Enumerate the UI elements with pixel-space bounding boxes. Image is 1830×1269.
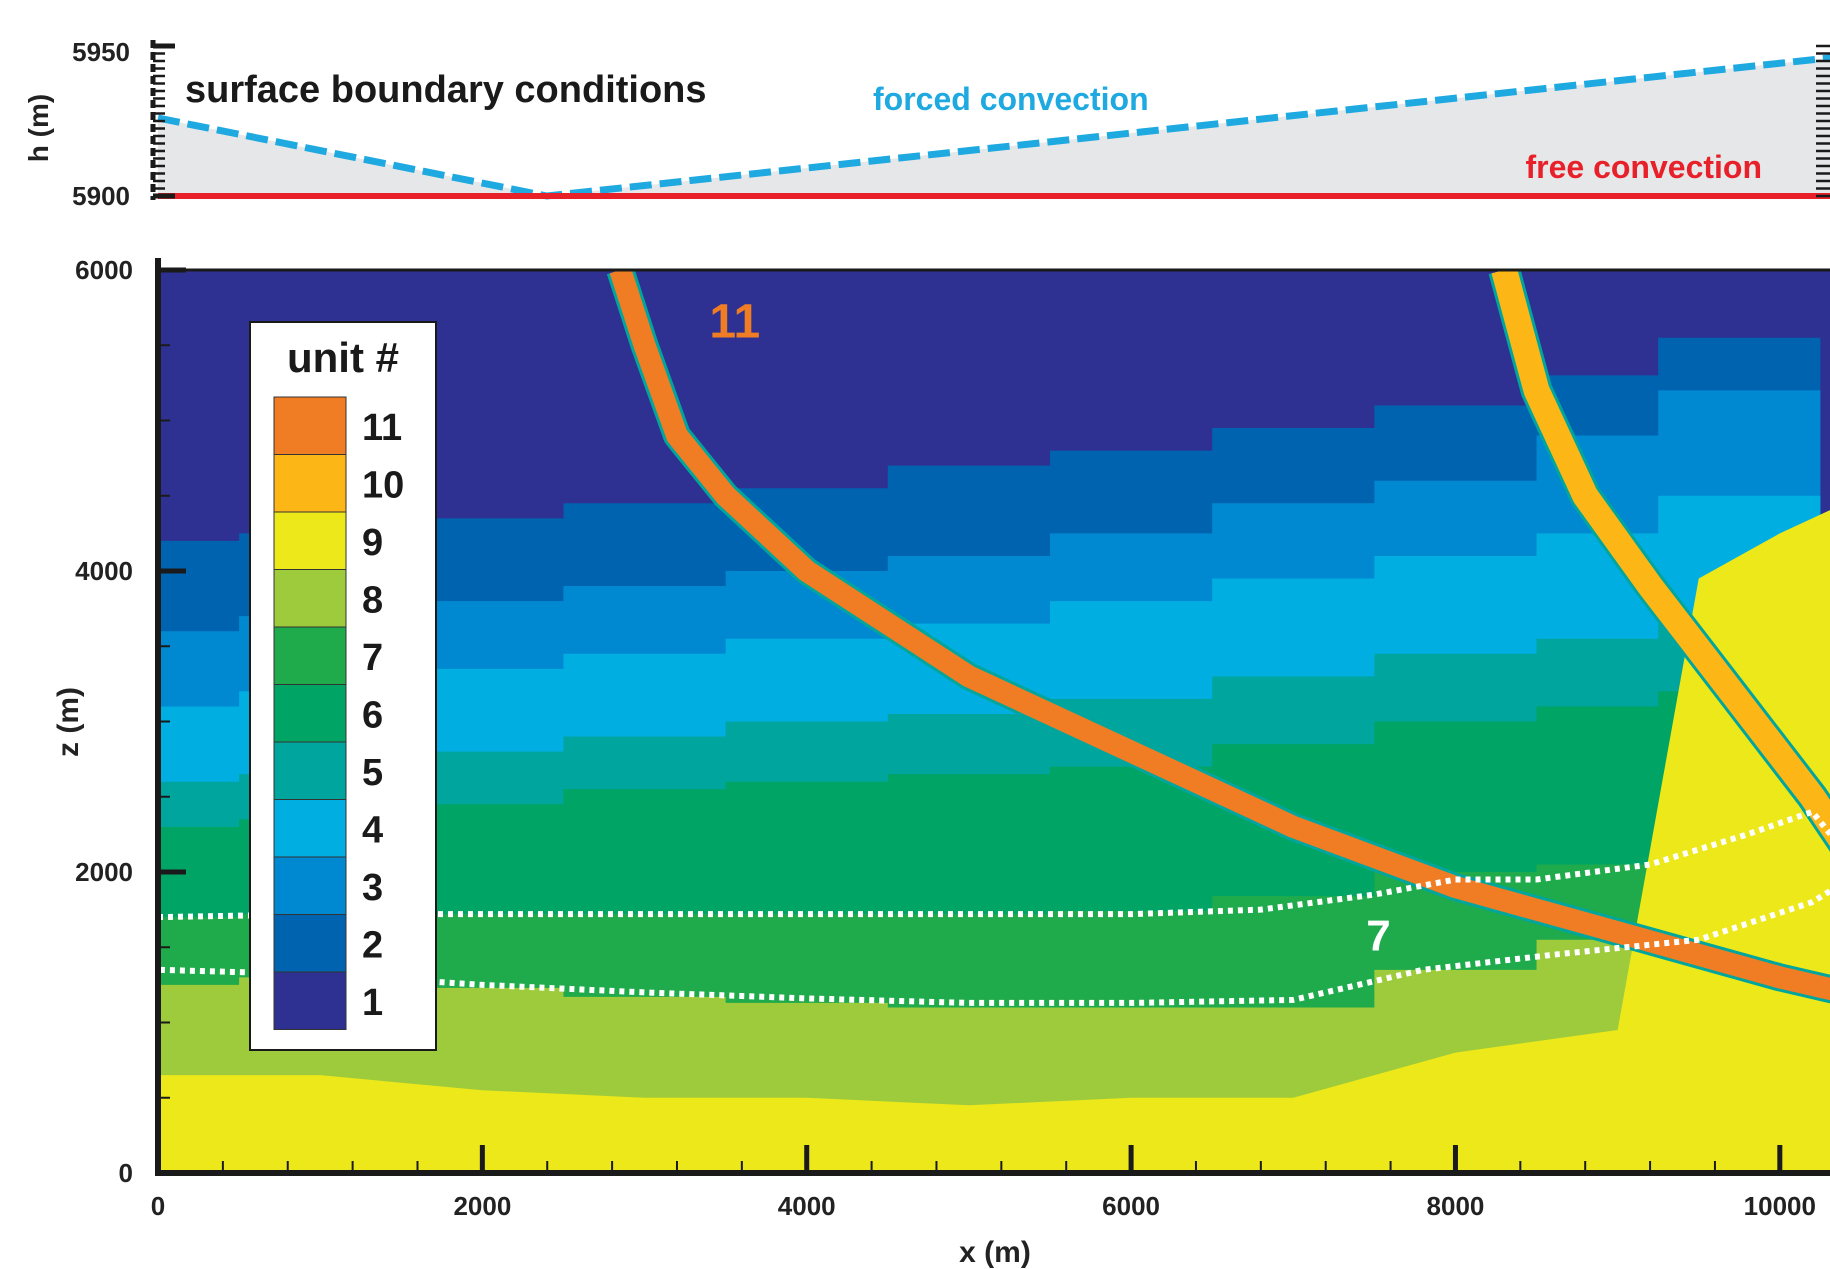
legend-label-forced-convection: forced convection bbox=[873, 81, 1149, 117]
main-axes bbox=[155, 258, 1830, 1176]
x-tick-label: 0 bbox=[151, 1191, 165, 1221]
legend-label-unit-5: 5 bbox=[362, 752, 383, 794]
x-tick-label: 2000 bbox=[453, 1191, 511, 1221]
x-tick-label: 4000 bbox=[778, 1191, 836, 1221]
top-panel: 5950 5900 h (m) surface boundary conditi… bbox=[23, 37, 1830, 211]
legend-label-unit-4: 4 bbox=[362, 809, 383, 851]
top-ytick-5900: 5900 bbox=[72, 181, 130, 211]
legend-swatch-unit-9 bbox=[273, 511, 347, 570]
top-ytick-5950: 5950 bbox=[72, 37, 130, 67]
x-tick-label: 8000 bbox=[1427, 1191, 1485, 1221]
legend-swatch-unit-4 bbox=[273, 799, 347, 858]
legend-swatch-unit-5 bbox=[273, 741, 347, 800]
legend-label-unit-1: 1 bbox=[362, 982, 383, 1024]
main-panel: 0 2000 4000 6000 8000 10000 0 2000 4000 6000 x (… bbox=[52, 255, 1830, 1269]
y-tick-label: 0 bbox=[119, 1158, 133, 1188]
legend-label-unit-7: 7 bbox=[362, 637, 383, 679]
top-series-lines bbox=[157, 54, 1830, 200]
y-tick-label: 4000 bbox=[75, 556, 133, 586]
fault-unit-11 bbox=[609, 270, 1830, 1001]
legend-swatch-unit-1 bbox=[273, 971, 347, 1030]
legend-swatch-unit-10 bbox=[273, 454, 347, 513]
y-tick-label: 6000 bbox=[75, 255, 133, 285]
legend-label-free-convection: free convection bbox=[1525, 149, 1762, 185]
annotation-unit-11: 11 bbox=[709, 296, 760, 349]
legend-label-unit-11: 11 bbox=[362, 407, 402, 449]
legend-swatch-unit-11 bbox=[273, 396, 347, 455]
fault-unit-10 bbox=[1491, 270, 1830, 847]
boundary-fill-area bbox=[158, 57, 1830, 196]
legend: unit # 11 10 9 8 7 6 5 4 3 2 1 bbox=[249, 321, 437, 1051]
y-tick-label: 2000 bbox=[75, 857, 133, 887]
legend-label-unit-8: 8 bbox=[362, 579, 383, 621]
top-panel-title: surface boundary conditions bbox=[185, 69, 707, 111]
legend-swatch-unit-7 bbox=[273, 626, 347, 685]
legend-label-unit-6: 6 bbox=[362, 694, 383, 736]
y-tick-labels: 0 2000 4000 6000 bbox=[75, 255, 133, 1188]
unit-9-layer bbox=[158, 510, 1830, 1173]
x-tick-label: 10000 bbox=[1744, 1191, 1816, 1221]
legend-swatch-unit-8 bbox=[273, 569, 347, 628]
top-right-axis bbox=[1816, 44, 1830, 198]
top-y-axis bbox=[150, 40, 175, 200]
fault-zones bbox=[606, 270, 1830, 1004]
x-tick-labels: 0 2000 4000 6000 8000 10000 bbox=[151, 1191, 1816, 1221]
x-axis-label: x (m) bbox=[959, 1236, 1031, 1269]
y-axis-label: z (m) bbox=[52, 687, 85, 757]
legend-label-unit-3: 3 bbox=[362, 867, 383, 909]
legend-swatch-unit-3 bbox=[273, 856, 347, 915]
x-tick-label: 6000 bbox=[1102, 1191, 1160, 1221]
legend-label-unit-10: 10 bbox=[362, 464, 404, 506]
legend-swatch-unit-2 bbox=[273, 914, 347, 973]
legend-swatch-unit-6 bbox=[273, 684, 347, 743]
annotation-unit-7: 7 bbox=[1366, 911, 1390, 960]
legend-label-unit-2: 2 bbox=[362, 924, 383, 966]
legend-label-unit-9: 9 bbox=[362, 522, 383, 564]
top-y-axis-label: h (m) bbox=[23, 94, 54, 162]
legend-title: unit # bbox=[287, 334, 399, 381]
legend-items: 11 10 9 8 7 6 5 4 3 2 1 bbox=[273, 396, 404, 1030]
